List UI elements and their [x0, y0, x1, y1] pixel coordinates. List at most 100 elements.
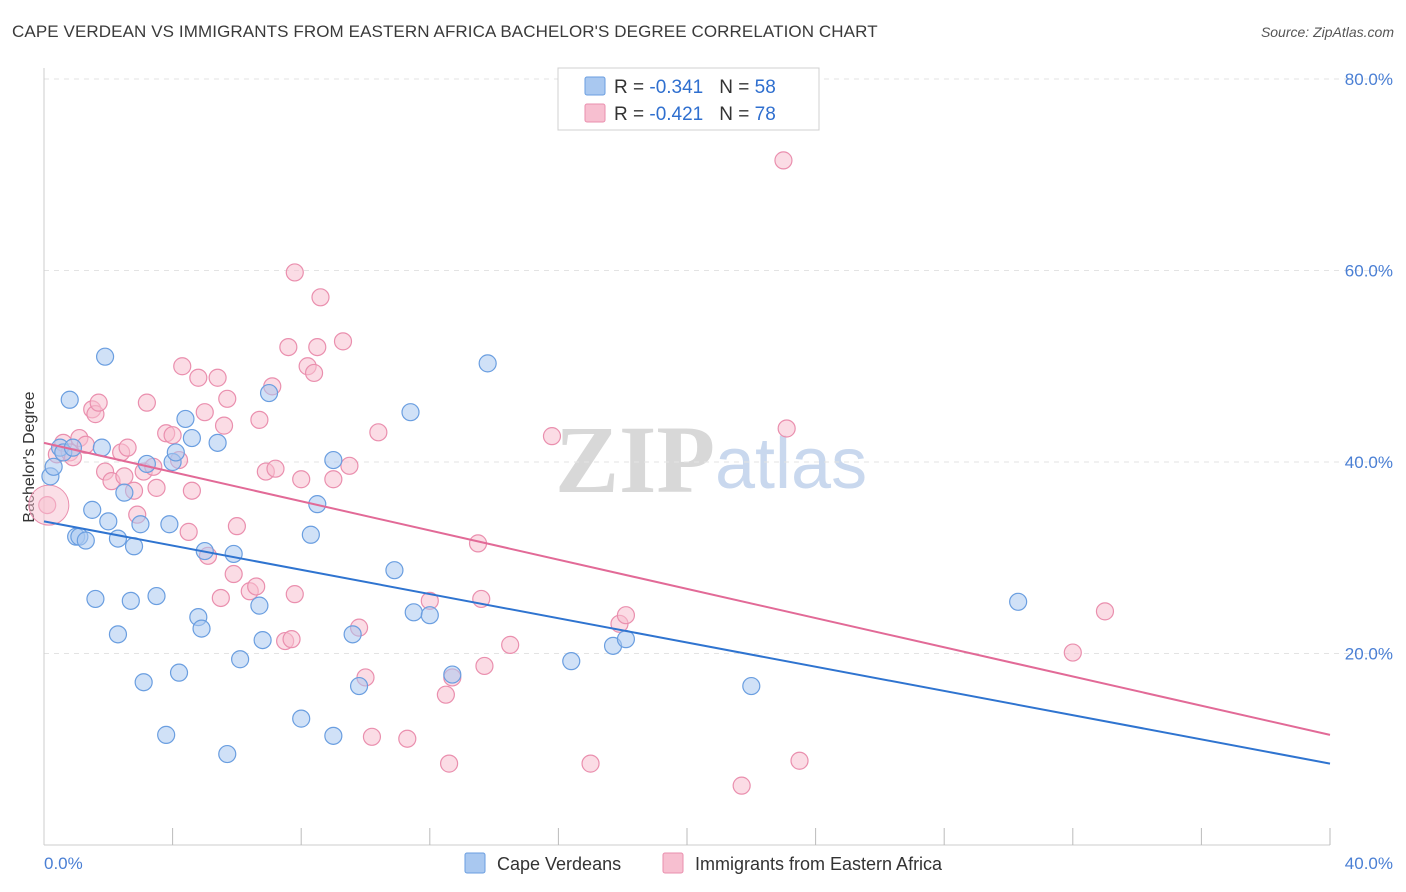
point-cape-verdean: [218, 744, 237, 764]
point-cape-verdean: [742, 676, 761, 696]
point-eastern-africa: [304, 363, 324, 383]
point-eastern-africa: [398, 729, 417, 748]
point-eastern-africa: [115, 467, 134, 486]
point-cape-verdean: [44, 457, 63, 476]
point-eastern-africa: [777, 419, 796, 438]
point-cape-verdean: [134, 673, 153, 692]
trend-line-cape-verdeans: [43, 520, 1331, 765]
point-eastern-africa: [247, 577, 266, 596]
point-cape-verdean: [401, 403, 420, 422]
point-eastern-africa: [616, 606, 636, 625]
source-credit: Source: ZipAtlas.com: [1260, 24, 1394, 40]
point-eastern-africa: [179, 522, 198, 541]
point-cape-verdean: [324, 726, 343, 745]
y-tick-label: 20.0%: [1345, 645, 1393, 664]
watermark-atlas: atlas: [715, 424, 867, 504]
legend-n-label-1: N =: [719, 77, 754, 98]
legend-r-value-1: -0.341: [649, 77, 703, 98]
y-axis-title: Bachelor's Degree: [21, 391, 38, 522]
x-tick-label-max: 40.0%: [1345, 854, 1393, 873]
point-cape-verdean: [121, 591, 140, 610]
point-eastern-africa: [227, 517, 246, 536]
point-eastern-africa: [137, 393, 156, 412]
point-cape-verdean: [443, 665, 462, 684]
point-eastern-africa: [436, 685, 455, 704]
point-eastern-africa: [214, 416, 234, 435]
point-cape-verdean: [420, 606, 439, 625]
point-cape-verdean: [292, 709, 311, 728]
point-eastern-africa: [282, 630, 301, 649]
y-tick-label: 80.0%: [1345, 70, 1393, 89]
point-eastern-africa: [292, 470, 311, 489]
point-eastern-africa: [279, 338, 298, 357]
legend-r-value-2: -0.421: [649, 104, 703, 125]
point-cape-verdean: [250, 596, 269, 615]
legend-r-label-1: R =: [614, 77, 649, 98]
point-eastern-africa-large: [28, 484, 70, 526]
y-tick-labels: 20.0% 40.0% 60.0% 80.0%: [1345, 70, 1393, 664]
series-cape-verdeans: [41, 347, 1028, 764]
point-cape-verdean: [259, 383, 279, 403]
point-cape-verdean: [231, 650, 250, 669]
point-eastern-africa: [732, 776, 751, 795]
correlation-legend: R = -0.341 N = 58 R = -0.421 N = 78: [557, 67, 820, 131]
point-eastern-africa: [475, 656, 494, 676]
point-eastern-africa: [774, 151, 793, 170]
point-eastern-africa: [324, 470, 343, 489]
point-cape-verdean: [108, 625, 128, 644]
legend-swatch-pink: [584, 103, 606, 123]
point-eastern-africa: [581, 754, 600, 773]
point-eastern-africa: [311, 288, 330, 307]
point-cape-verdean: [157, 725, 176, 744]
point-eastern-africa: [147, 478, 166, 497]
trend-line-eastern-africa: [43, 441, 1331, 736]
point-cape-verdean: [478, 354, 497, 373]
point-eastern-africa: [285, 585, 304, 604]
bottom-legend-swatch-pink: [662, 852, 684, 874]
point-eastern-africa: [285, 263, 304, 282]
legend-r-label-2: R =: [614, 104, 649, 125]
point-cape-verdean: [169, 663, 189, 682]
point-eastern-africa: [333, 332, 353, 351]
point-eastern-africa: [362, 727, 382, 746]
point-cape-verdean: [343, 625, 362, 644]
x-tick-label-min: 0.0%: [44, 854, 83, 873]
legend-n-value-1: 58: [755, 77, 776, 98]
point-eastern-africa: [308, 338, 327, 357]
bottom-legend-swatch-blue: [464, 852, 486, 874]
point-cape-verdean: [160, 515, 179, 534]
point-cape-verdean: [95, 347, 115, 366]
legend-swatch-blue: [584, 76, 606, 96]
point-cape-verdean: [182, 428, 201, 448]
point-eastern-africa: [1095, 602, 1115, 621]
point-eastern-africa: [439, 754, 459, 773]
point-cape-verdean: [108, 529, 128, 548]
watermark-zip: ZIP: [555, 406, 715, 513]
watermark: ZIP atlas: [555, 406, 867, 513]
point-cape-verdean: [1009, 592, 1028, 611]
point-eastern-africa: [89, 393, 108, 412]
point-cape-verdean: [253, 630, 272, 650]
point-eastern-africa: [118, 438, 137, 457]
bottom-legend-label-cape-verdeans: Cape Verdeans: [497, 854, 621, 874]
point-cape-verdean: [60, 390, 79, 409]
point-eastern-africa: [163, 426, 182, 445]
point-eastern-africa: [208, 368, 227, 387]
point-cape-verdean: [616, 630, 636, 649]
point-cape-verdean: [99, 512, 118, 531]
point-cape-verdean: [76, 531, 95, 550]
point-cape-verdean: [176, 409, 195, 429]
legend-row-1: R = -0.341 N = 58: [614, 77, 776, 98]
point-cape-verdean: [404, 603, 423, 622]
point-eastern-africa: [195, 403, 214, 422]
point-eastern-africa: [189, 368, 208, 387]
point-cape-verdean: [92, 438, 111, 457]
point-cape-verdean: [115, 483, 134, 502]
point-eastern-africa: [542, 427, 562, 446]
bottom-legend-label-eastern-africa: Immigrants from Eastern Africa: [695, 854, 943, 874]
series-legend: Cape Verdeans Immigrants from Eastern Af…: [464, 852, 943, 874]
point-eastern-africa: [224, 564, 243, 584]
point-cape-verdean: [349, 676, 369, 696]
gridlines: [44, 78, 1393, 654]
